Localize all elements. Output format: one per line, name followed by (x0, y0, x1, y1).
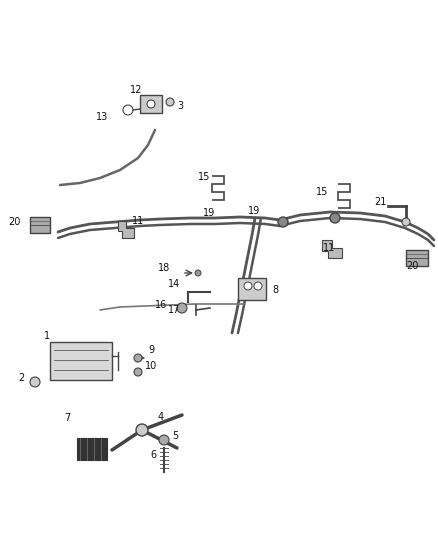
Bar (140, 95, 162, 113)
Text: 11: 11 (132, 216, 144, 226)
Circle shape (147, 100, 155, 108)
Bar (50, 342, 112, 380)
Polygon shape (118, 221, 134, 238)
Text: 18: 18 (158, 263, 170, 273)
Text: 16: 16 (155, 300, 167, 310)
Circle shape (30, 377, 40, 387)
Polygon shape (322, 240, 342, 258)
Circle shape (166, 98, 174, 106)
Text: 12: 12 (130, 85, 142, 95)
Text: 15: 15 (316, 187, 328, 197)
Circle shape (195, 270, 201, 276)
Text: 17: 17 (168, 305, 180, 315)
Circle shape (134, 354, 142, 362)
Text: 11: 11 (323, 243, 335, 253)
Text: 20: 20 (8, 217, 21, 227)
Bar (238, 278, 266, 300)
Text: 19: 19 (203, 208, 215, 218)
Text: 19: 19 (248, 206, 260, 216)
Text: 9: 9 (148, 345, 154, 355)
Circle shape (244, 282, 252, 290)
Text: 5: 5 (172, 431, 178, 441)
Circle shape (134, 368, 142, 376)
Text: 14: 14 (168, 279, 180, 289)
Bar (77, 438, 107, 460)
Circle shape (402, 218, 410, 226)
Text: 8: 8 (272, 285, 278, 295)
Text: 7: 7 (64, 413, 70, 423)
Text: 15: 15 (198, 172, 210, 182)
Circle shape (159, 435, 169, 445)
Text: 1: 1 (44, 331, 50, 341)
Text: 10: 10 (145, 361, 157, 371)
Circle shape (278, 217, 288, 227)
Text: 13: 13 (96, 112, 108, 122)
Text: 21: 21 (374, 197, 386, 207)
Text: 2: 2 (18, 373, 24, 383)
Circle shape (330, 213, 340, 223)
Text: 20: 20 (406, 261, 418, 271)
Text: 6: 6 (150, 450, 156, 460)
Bar (30, 217, 50, 233)
Circle shape (136, 424, 148, 436)
Text: 4: 4 (158, 412, 164, 422)
Text: 3: 3 (177, 101, 183, 111)
Circle shape (254, 282, 262, 290)
Circle shape (177, 303, 187, 313)
Bar (406, 250, 428, 266)
